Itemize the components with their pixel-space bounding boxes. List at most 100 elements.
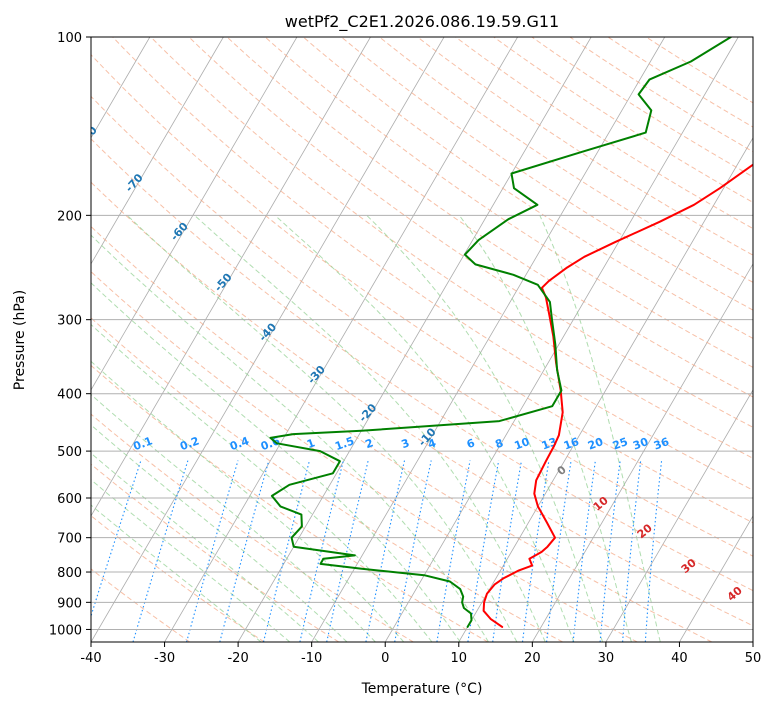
dry-adiabat-line	[188, 37, 753, 428]
dry-adiabat-line	[91, 138, 753, 592]
dry-adiabat-line	[645, 37, 753, 104]
mixing-ratio-line	[436, 460, 471, 642]
dry-adiabat-line	[91, 225, 713, 642]
dry-adiabat-line	[150, 37, 753, 459]
y-tick-label: 1000	[49, 623, 82, 638]
moist-adiabat-line	[91, 452, 319, 642]
dry-adiabat-line	[569, 37, 753, 153]
x-tick-label: 30	[598, 651, 615, 666]
dry-adiabat-label: 30	[679, 556, 699, 576]
isotherm-line	[0, 37, 3, 642]
mixing-ratio-label: 36	[652, 435, 671, 453]
isotherm-label: -80	[77, 124, 100, 148]
dry-adiabat-line	[91, 317, 563, 642]
moist-adiabat-label: 0	[555, 463, 569, 478]
dry-adiabat-line	[91, 568, 190, 642]
mixing-ratio-label: 10	[513, 435, 532, 453]
isotherm-label: -100	[0, 40, 3, 69]
x-tick-label: 0	[381, 651, 389, 666]
mixing-ratio-label: 20	[586, 435, 605, 453]
x-axis-ticks: -40 -30 -20 -10 0 10 20 30 40 50	[80, 642, 761, 666]
moist-adiabat-line	[366, 214, 604, 642]
isotherm-line	[384, 37, 739, 642]
x-tick-label: -20	[227, 651, 248, 666]
y-tick-label: 200	[57, 209, 82, 224]
moist-adiabat-line	[91, 282, 461, 642]
mixing-ratio-line	[599, 460, 621, 642]
isotherm-label: -20	[356, 401, 379, 425]
isotherm-line	[91, 37, 224, 265]
moist-adiabat-line	[91, 479, 291, 642]
dry-adiabat-label: 40	[725, 584, 745, 604]
dry-adiabat-line	[607, 37, 753, 128]
y-tick-label: 900	[57, 596, 82, 611]
mixing-ratio-label: 1.5	[333, 434, 356, 453]
mixing-ratio-label: 0.1	[131, 434, 154, 453]
mixing-ratio-line	[521, 460, 550, 642]
x-axis-label: Temperature (°C)	[361, 681, 483, 697]
isotherm-line	[605, 389, 753, 642]
moist-adiabat-line	[458, 215, 632, 642]
dry-adiabat-line	[91, 95, 753, 557]
dry-adiabat-line	[493, 37, 753, 203]
plot-frame	[90, 36, 754, 643]
temperature-line	[482, 163, 753, 628]
dry-adiabat-line	[91, 515, 265, 642]
background-lines	[0, 37, 753, 642]
isotherm-line	[531, 263, 753, 642]
mixing-ratio-line	[186, 460, 239, 642]
y-tick-label: 500	[57, 445, 82, 460]
dry-adiabat-line	[417, 37, 753, 256]
dry-adiabat-line	[91, 53, 753, 524]
moist-adiabat-line	[91, 234, 489, 642]
mixing-ratio-line	[492, 460, 523, 642]
moist-adiabat-line	[126, 214, 518, 642]
dry-adiabat-line	[455, 37, 753, 230]
moist-adiabat-line	[91, 360, 405, 642]
mixing-ratio-label: 0.4	[228, 434, 251, 453]
x-tick-label: 20	[524, 651, 541, 666]
moist-adiabat-line	[91, 424, 348, 642]
mixing-ratio-label: 0.6	[259, 434, 282, 453]
x-tick-label: -10	[301, 651, 322, 666]
isotherm-label: -90	[28, 82, 51, 106]
dry-adiabat-line	[379, 37, 753, 283]
moist-adiabat-line	[91, 323, 433, 642]
pressure-gridlines	[91, 37, 753, 630]
y-tick-label: 700	[57, 532, 82, 547]
mixing-ratio-line	[365, 460, 406, 642]
mixing-ratio-label: 30	[631, 435, 650, 453]
mixing-ratio-label: 25	[611, 435, 630, 452]
background-line-labels: 0.1 0.2 0.4 0.6 1 1.5 2 3 4 6 8 10 13 16 20 25 30 36-100-…	[0, 40, 745, 604]
x-tick-label: -40	[80, 651, 101, 666]
mixing-ratio-line	[622, 460, 642, 642]
moist-adiabat-line	[274, 214, 575, 642]
mixing-ratio-label: 6	[465, 436, 477, 451]
isotherm-line	[91, 37, 298, 391]
mixing-ratio-line	[467, 460, 500, 642]
mixing-ratio-line	[132, 460, 189, 642]
dry-adiabat-line	[91, 364, 489, 642]
mixing-ratio-line	[394, 460, 432, 642]
moist-adiabat-line	[91, 393, 376, 642]
mixing-ratio-line	[546, 460, 572, 642]
moist-adiabat-line	[91, 504, 262, 642]
moist-adiabat-line	[194, 214, 546, 642]
x-tick-label: -30	[154, 651, 175, 666]
y-axis-ticks: 100 200 300 400 500 600 700 800 900 1000	[49, 31, 91, 638]
dry-adiabat-line	[91, 181, 753, 627]
dry-adiabat-line	[112, 37, 753, 491]
mixing-ratio-line	[572, 460, 596, 642]
isotherm-label: -30	[305, 363, 328, 387]
isotherm-line	[458, 137, 753, 642]
dry-adiabat-line	[91, 413, 414, 642]
isotherm-line	[91, 37, 445, 642]
mixing-ratio-label: 4	[426, 436, 438, 451]
y-tick-label: 400	[57, 388, 82, 403]
mixing-ratio-label: 0.2	[178, 434, 201, 453]
isotherm-line	[679, 515, 753, 642]
isotherm-label: -70	[123, 171, 146, 195]
isotherm-line	[752, 641, 753, 642]
x-tick-label: 10	[451, 651, 468, 666]
